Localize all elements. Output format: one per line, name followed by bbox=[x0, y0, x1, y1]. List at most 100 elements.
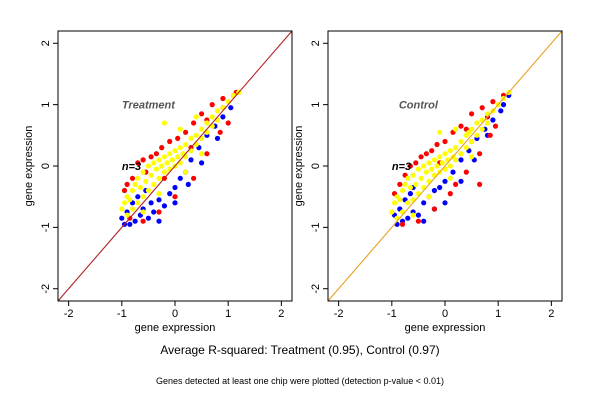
point-yellow bbox=[399, 209, 406, 215]
point-red bbox=[175, 135, 181, 141]
point-red bbox=[140, 218, 146, 224]
point-yellow bbox=[121, 200, 128, 206]
point-yellow bbox=[137, 184, 143, 191]
point-red bbox=[159, 145, 165, 151]
point-yellow bbox=[175, 154, 181, 160]
point-yellow bbox=[434, 163, 440, 169]
point-yellow bbox=[193, 114, 199, 120]
point-yellow bbox=[405, 175, 411, 181]
point-red bbox=[447, 191, 453, 197]
point-red bbox=[140, 157, 146, 163]
y-axis-label: gene expression bbox=[293, 126, 305, 207]
point-red bbox=[413, 160, 419, 166]
point-yellow bbox=[132, 181, 138, 187]
point-red bbox=[407, 163, 413, 169]
x-axis-label: gene expression bbox=[405, 322, 486, 334]
point-red bbox=[191, 120, 197, 126]
point-yellow bbox=[405, 200, 411, 206]
point-blue bbox=[442, 178, 448, 184]
point-red bbox=[442, 138, 448, 145]
point-red bbox=[397, 181, 403, 187]
point-yellow bbox=[159, 163, 165, 169]
point-yellow bbox=[415, 166, 421, 172]
x-tick-label: 1 bbox=[495, 308, 501, 320]
point-blue bbox=[156, 218, 162, 224]
point-yellow bbox=[437, 129, 443, 135]
x-tick-label: 0 bbox=[442, 308, 448, 320]
identity-line bbox=[328, 31, 562, 301]
point-blue bbox=[177, 175, 183, 181]
point-yellow bbox=[151, 160, 157, 166]
point-yellow bbox=[183, 154, 189, 160]
point-yellow bbox=[167, 151, 173, 157]
point-yellow bbox=[447, 175, 453, 181]
point-blue bbox=[407, 191, 413, 197]
point-yellow bbox=[167, 166, 173, 172]
y-tick-label: -1 bbox=[310, 222, 322, 232]
point-red bbox=[469, 111, 475, 117]
point-yellow bbox=[397, 197, 403, 203]
point-yellow bbox=[135, 200, 141, 206]
y-tick-label: 0 bbox=[40, 163, 52, 169]
x-tick-label: -1 bbox=[387, 308, 397, 320]
point-yellow bbox=[161, 154, 167, 160]
point-yellow bbox=[199, 126, 205, 132]
y-tick-label: 2 bbox=[310, 40, 322, 46]
point-red bbox=[418, 154, 424, 160]
point-yellow bbox=[402, 181, 408, 187]
point-yellow bbox=[143, 178, 149, 184]
y-tick-label: -1 bbox=[40, 222, 52, 232]
point-yellow bbox=[214, 108, 221, 114]
y-tick-label: 1 bbox=[310, 102, 322, 108]
point-yellow bbox=[447, 148, 453, 154]
point-yellow bbox=[474, 120, 480, 126]
point-red bbox=[479, 105, 485, 111]
x-tick-label: 0 bbox=[172, 308, 178, 320]
point-red bbox=[453, 181, 459, 187]
point-blue bbox=[498, 108, 504, 114]
y-tick-label: -2 bbox=[310, 284, 322, 294]
point-blue bbox=[458, 178, 464, 184]
point-yellow bbox=[193, 141, 199, 148]
point-yellow bbox=[423, 169, 429, 175]
point-yellow bbox=[394, 215, 400, 221]
point-yellow bbox=[458, 151, 464, 157]
point-yellow bbox=[209, 123, 215, 129]
point-yellow bbox=[148, 172, 154, 178]
panel-treatment-points bbox=[119, 89, 242, 227]
point-yellow bbox=[183, 141, 189, 148]
point-red bbox=[225, 120, 231, 126]
identity-line bbox=[58, 31, 292, 301]
point-yellow bbox=[463, 145, 469, 151]
point-yellow bbox=[127, 197, 133, 203]
point-blue bbox=[500, 102, 507, 108]
point-yellow bbox=[161, 169, 167, 175]
point-yellow bbox=[479, 126, 485, 132]
point-yellow bbox=[431, 157, 437, 163]
point-yellow bbox=[172, 148, 178, 154]
point-yellow bbox=[474, 132, 480, 138]
point-blue bbox=[185, 181, 191, 187]
sample-size-annotation: n=3 bbox=[122, 161, 141, 173]
panel-treatment-title: Treatment bbox=[122, 100, 176, 112]
point-red bbox=[209, 102, 215, 108]
point-yellow bbox=[442, 151, 448, 157]
point-yellow bbox=[421, 163, 427, 169]
point-yellow bbox=[135, 175, 141, 181]
point-yellow bbox=[410, 172, 416, 178]
point-red bbox=[492, 123, 499, 129]
point-yellow bbox=[145, 163, 151, 169]
point-yellow bbox=[156, 157, 162, 163]
point-red bbox=[477, 181, 483, 187]
point-red bbox=[172, 194, 178, 200]
point-yellow bbox=[407, 184, 413, 191]
point-blue bbox=[405, 215, 411, 221]
point-red bbox=[477, 151, 483, 157]
y-tick-label: 0 bbox=[310, 163, 322, 169]
point-yellow bbox=[156, 175, 162, 181]
point-yellow bbox=[413, 181, 419, 187]
point-blue bbox=[431, 187, 437, 194]
point-yellow bbox=[447, 163, 453, 169]
point-red bbox=[434, 141, 440, 148]
point-yellow bbox=[426, 160, 432, 166]
